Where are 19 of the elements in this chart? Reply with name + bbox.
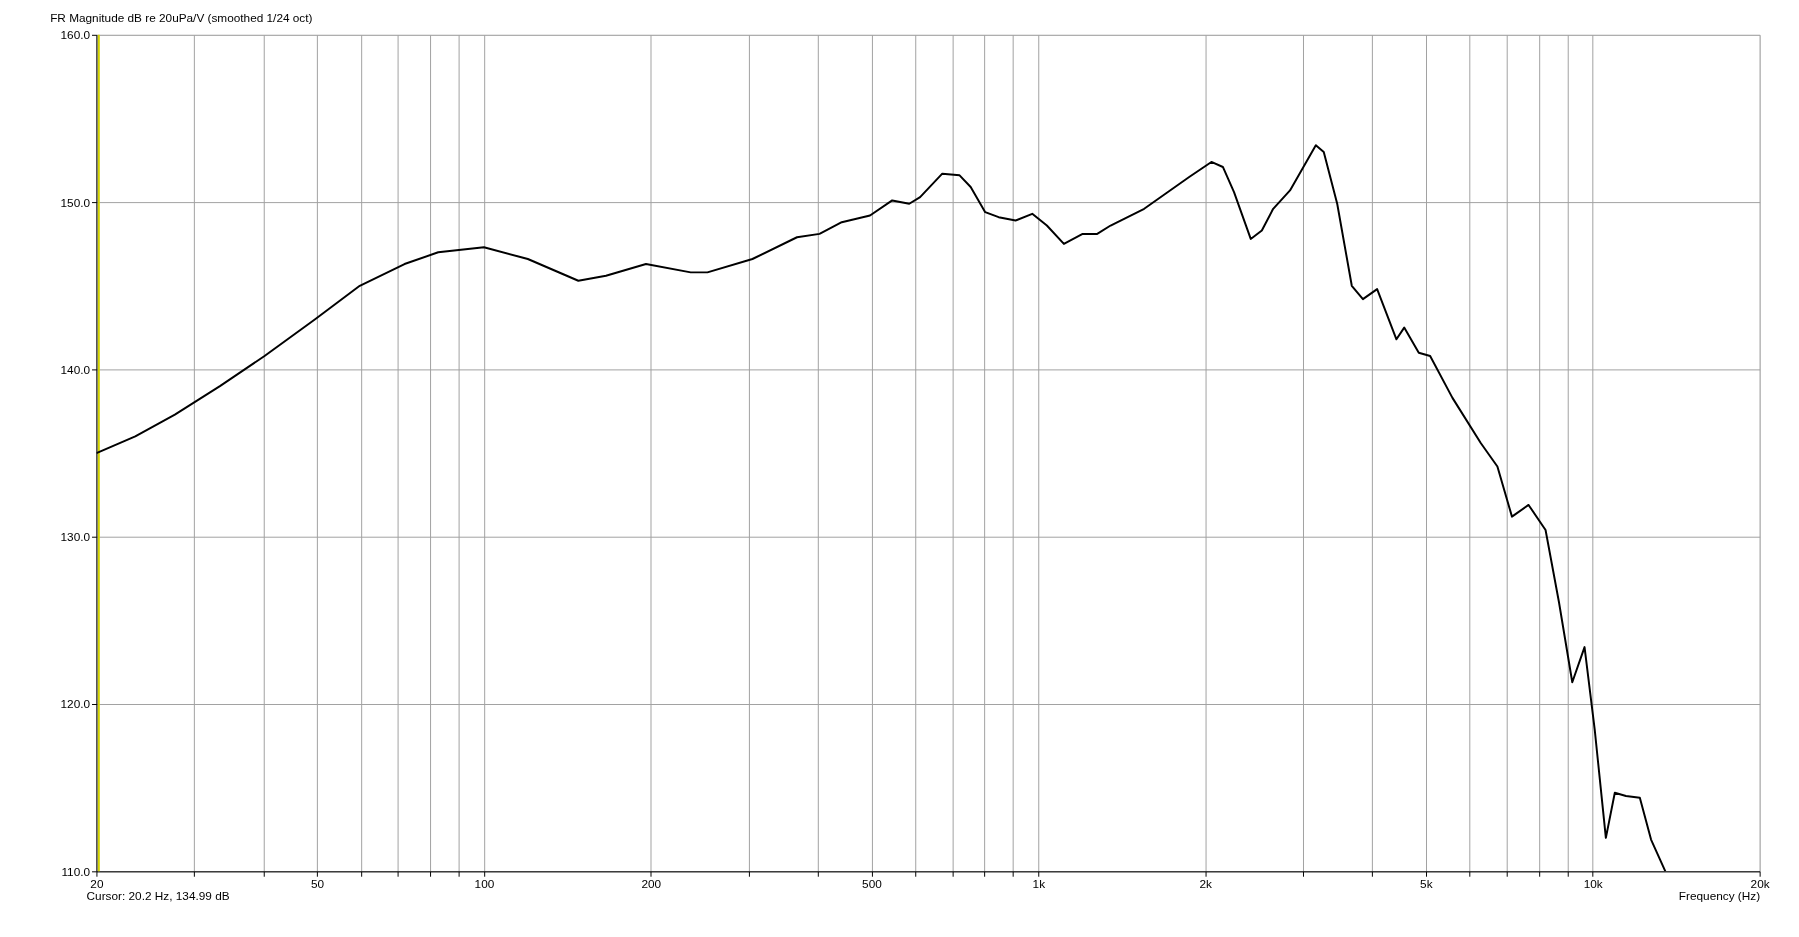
y-tick-label: 160.0 (60, 28, 91, 43)
x-tick-label: 50 (310, 876, 325, 891)
y-tick-label: 120.0 (60, 697, 91, 712)
x-tick-label: 10k (1583, 876, 1603, 891)
x-axis-title: Frequency (Hz) (1678, 889, 1761, 904)
x-tick-label: 500 (862, 876, 883, 891)
x-tick-label: 100 (474, 876, 495, 891)
x-tick-label: 200 (641, 876, 662, 891)
y-tick-label: 130.0 (60, 530, 91, 545)
x-tick-label: 20k (1750, 876, 1770, 891)
y-tick-label: 140.0 (60, 362, 91, 377)
y-tick-label: 150.0 (60, 195, 91, 210)
y-tick-label: 110.0 (61, 864, 91, 879)
chart-title: FR Magnitude dB re 20uPa/V (smoothed 1/24 oct) (50, 11, 313, 26)
x-tick-label: 5k (1420, 876, 1433, 891)
x-tick-label: 2k (1199, 876, 1213, 891)
x-tick-label: 20 (90, 876, 104, 891)
x-tick-label: 1k (1032, 876, 1046, 891)
text: Cursor: 20.2 Hz, 134.99 dB (86, 888, 230, 903)
